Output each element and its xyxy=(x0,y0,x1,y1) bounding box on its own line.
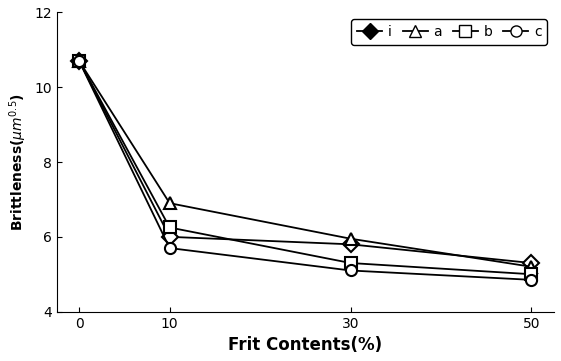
i xyxy=(166,235,173,239)
Line: i: i xyxy=(73,56,537,269)
b xyxy=(76,59,82,63)
b xyxy=(528,272,535,277)
i xyxy=(347,242,354,247)
c xyxy=(528,278,535,282)
b xyxy=(347,261,354,265)
a xyxy=(528,265,535,269)
Y-axis label: Brittleness($\mu m^{0.5}$): Brittleness($\mu m^{0.5}$) xyxy=(7,93,29,231)
X-axis label: Frit Contents(%): Frit Contents(%) xyxy=(228,336,383,354)
Legend: i, a, b, c: i, a, b, c xyxy=(351,19,547,44)
c xyxy=(347,268,354,273)
a xyxy=(347,236,354,241)
c xyxy=(166,246,173,250)
Line: b: b xyxy=(73,56,537,280)
Line: a: a xyxy=(73,56,537,272)
a xyxy=(166,201,173,205)
Line: c: c xyxy=(73,56,537,286)
c xyxy=(76,59,82,63)
i xyxy=(76,59,82,63)
a xyxy=(76,59,82,63)
b xyxy=(166,225,173,230)
i xyxy=(528,261,535,265)
